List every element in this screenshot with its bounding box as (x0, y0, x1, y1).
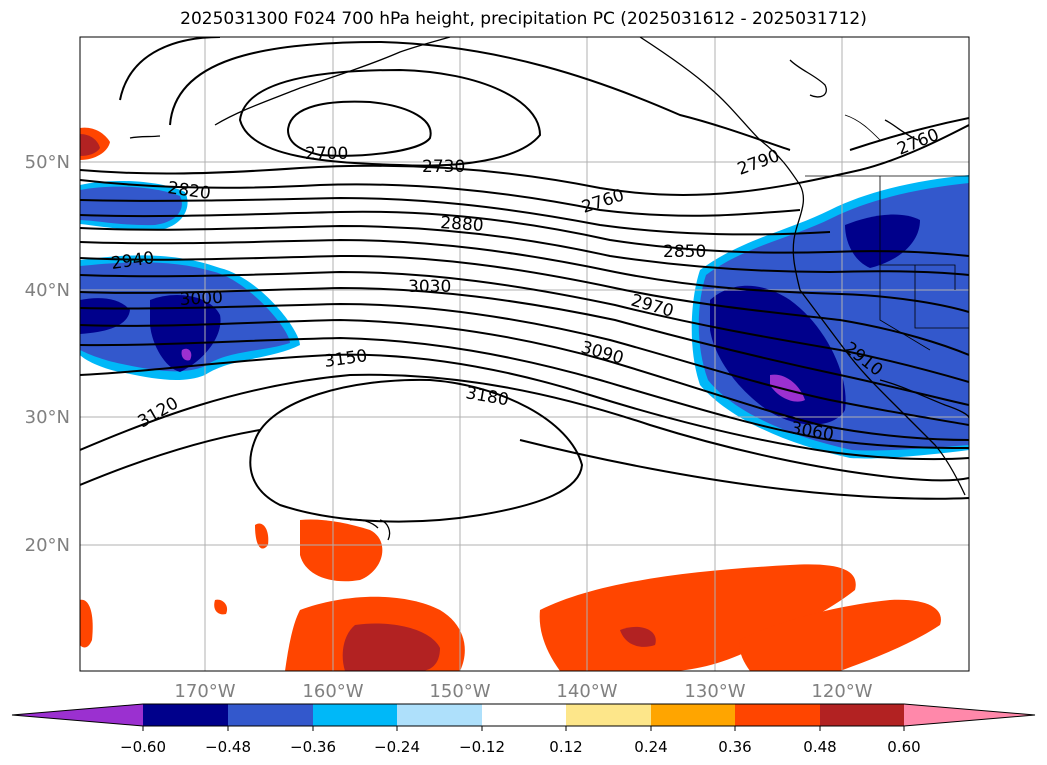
lon-label: 120°W (811, 681, 872, 702)
latitude-labels: 50°N 40°N 30°N 20°N (25, 152, 70, 556)
colorbar-segment (735, 704, 820, 726)
colorbar-tick-label: −0.24 (374, 738, 420, 756)
colorbar-tick-label: 0.36 (718, 738, 751, 756)
colorbar-tick-label: 0.60 (887, 738, 920, 756)
colorbar-tick-label: 0.48 (803, 738, 836, 756)
colorbar: −0.60 −0.48 −0.36 −0.24 −0.12 0.12 0.24 … (11, 703, 1036, 756)
colorbar-segment (904, 704, 1035, 726)
lon-label: 130°W (684, 681, 745, 702)
lat-label: 30°N (25, 407, 70, 428)
positive-precip-areas (80, 45, 941, 671)
colorbar-tick-label: 0.12 (549, 738, 582, 756)
colorbar-segment (397, 704, 482, 726)
contour-label: 2850 (663, 242, 706, 262)
colorbar-segment (228, 704, 313, 726)
height-contours (80, 37, 969, 523)
lon-label: 140°W (556, 681, 617, 702)
colorbar-tick-label: 0.24 (634, 738, 667, 756)
lat-label: 50°N (25, 152, 70, 173)
colorbar-tick-label: −0.60 (120, 738, 166, 756)
colorbar-tick-label: −0.12 (459, 738, 505, 756)
colorbar-segment (143, 704, 228, 726)
contour-label: 3030 (408, 277, 451, 297)
colorbar-segment (482, 704, 566, 726)
figure-title: 2025031300 F024 700 hPa height, precipit… (180, 9, 867, 29)
colorbar-tick-label: −0.36 (290, 738, 336, 756)
colorbar-segment (651, 704, 735, 726)
lon-label: 170°W (174, 681, 235, 702)
lon-label: 150°W (429, 681, 490, 702)
lat-label: 40°N (25, 280, 70, 301)
colorbar-tick-label: −0.48 (205, 738, 251, 756)
map-frame (79, 36, 970, 672)
colorbar-segment (566, 704, 651, 726)
contour-label: 2700 (305, 144, 348, 164)
longitude-labels: 170°W 160°W 150°W 140°W 130°W 120°W (174, 681, 872, 702)
colorbar-segment (820, 704, 904, 726)
lon-label: 160°W (302, 681, 363, 702)
colorbar-segment (313, 704, 397, 726)
contour-label: 2730 (422, 157, 465, 177)
contour-label: 2880 (440, 213, 485, 236)
lat-label: 20°N (25, 535, 70, 556)
colorbar-segment (12, 704, 143, 726)
contour-label: 3000 (179, 288, 223, 310)
